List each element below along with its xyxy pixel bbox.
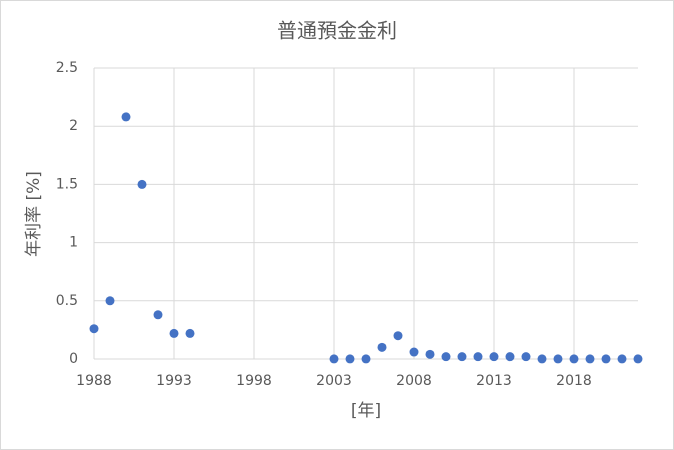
chart-title: 普通預金金利 [277, 19, 397, 43]
x-tick-label: 1988 [76, 373, 112, 389]
x-tick-label: 1998 [236, 373, 272, 389]
data-point [425, 349, 435, 359]
x-tick-label: 2013 [476, 373, 512, 389]
x-tick-label: 2008 [396, 373, 432, 389]
data-point [521, 352, 531, 362]
data-point [457, 352, 467, 362]
data-point [345, 354, 355, 364]
y-tick-label: 0.5 [56, 293, 78, 309]
y-tick-label: 2.5 [56, 60, 78, 76]
data-point [89, 324, 99, 334]
y-tick-label: 1 [69, 235, 78, 251]
y-tick-label: 1.5 [56, 176, 78, 192]
data-point [329, 354, 339, 364]
y-tick-label: 2 [69, 118, 78, 134]
x-tick-label: 1993 [156, 373, 192, 389]
y-tick-label: 0 [69, 351, 78, 367]
data-point [505, 352, 515, 362]
data-point [377, 342, 387, 352]
data-point [633, 354, 643, 364]
data-point [489, 352, 499, 362]
data-point [185, 328, 195, 338]
data-point [169, 328, 179, 338]
data-point [617, 354, 627, 364]
data-point [537, 354, 547, 364]
x-axis-label: [年] [351, 401, 381, 421]
data-point [105, 296, 115, 306]
data-point [137, 179, 147, 189]
data-point [153, 310, 163, 320]
data-point [473, 352, 483, 362]
data-point [121, 112, 131, 122]
data-point [441, 352, 451, 362]
data-point [361, 354, 371, 364]
data-point [585, 354, 595, 364]
y-axis-label: 年利率 [%] [24, 171, 44, 257]
data-point [393, 331, 403, 341]
data-point [601, 354, 611, 364]
data-point [553, 354, 563, 364]
data-point [409, 347, 419, 357]
x-tick-label: 2018 [556, 373, 592, 389]
data-point [569, 354, 579, 364]
x-tick-label: 2003 [316, 373, 352, 389]
